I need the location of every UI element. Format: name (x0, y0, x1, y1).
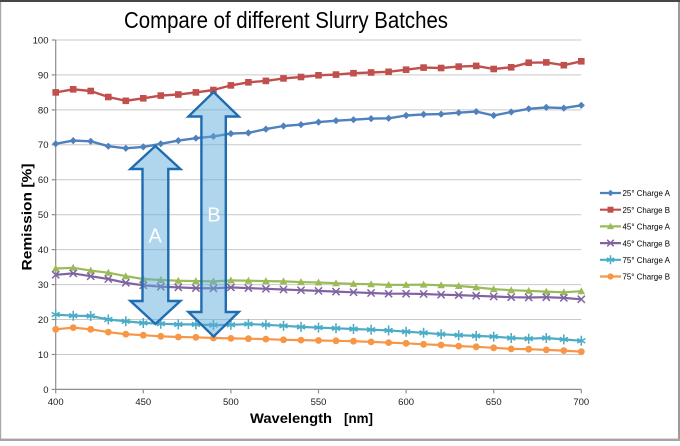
svg-text:Compare of different Slurry Ba: Compare of different Slurry Batches (124, 7, 448, 33)
svg-text:100: 100 (33, 35, 49, 46)
svg-text:75° Charge A: 75° Charge A (623, 255, 671, 265)
svg-text:25° Charge B: 25° Charge B (623, 205, 671, 215)
svg-text:B: B (207, 205, 220, 227)
svg-text:20: 20 (38, 315, 49, 326)
svg-text:10: 10 (38, 350, 49, 361)
svg-text:450: 450 (135, 397, 151, 408)
svg-text:550: 550 (311, 397, 327, 408)
svg-text:75° Charge B: 75° Charge B (623, 272, 671, 282)
svg-text:90: 90 (38, 70, 49, 81)
svg-text:400: 400 (48, 397, 64, 408)
svg-text:50: 50 (38, 210, 49, 221)
svg-text:500: 500 (223, 397, 239, 408)
svg-text:45° Charge A: 45° Charge A (623, 222, 671, 232)
svg-text:80: 80 (38, 105, 49, 116)
svg-text:0: 0 (43, 385, 48, 396)
svg-text:45° Charge B: 45° Charge B (623, 238, 671, 248)
svg-text:25° Charge A: 25° Charge A (623, 188, 671, 198)
svg-text:40: 40 (38, 245, 49, 256)
svg-text:700: 700 (573, 397, 589, 408)
svg-text:60: 60 (38, 175, 49, 186)
svg-text:600: 600 (398, 397, 414, 408)
svg-text:30: 30 (38, 280, 49, 291)
svg-text:A: A (149, 225, 163, 247)
svg-text:[nm]: [nm] (344, 410, 373, 426)
svg-text:650: 650 (486, 397, 502, 408)
svg-text:Wavelength: Wavelength (250, 410, 332, 426)
svg-text:70: 70 (38, 140, 49, 151)
svg-text:Remission [%]: Remission [%] (19, 164, 35, 271)
